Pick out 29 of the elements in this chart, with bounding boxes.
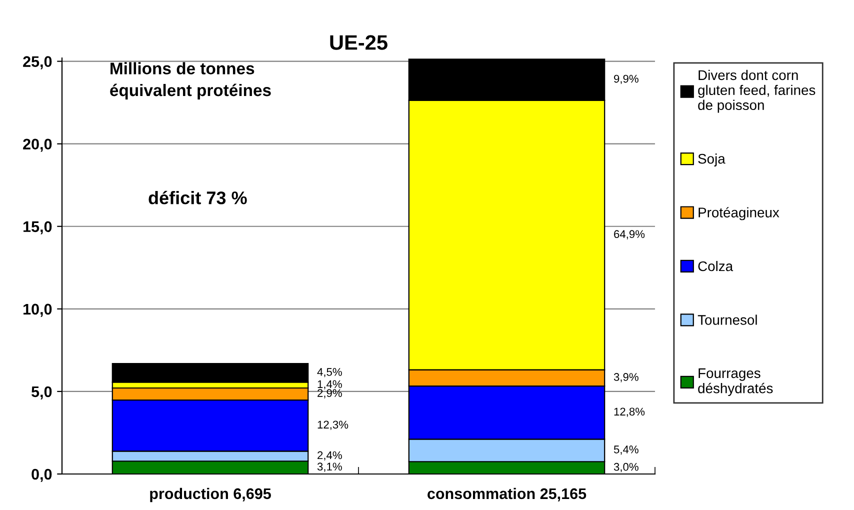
x-tick-label: production 6,695	[150, 488, 271, 502]
legend-label: Tournesol	[698, 314, 757, 325]
y-tick-label: 5,0	[32, 386, 52, 400]
annotation: 1,4%	[318, 380, 342, 390]
annotation: déficit 73 %	[148, 190, 247, 204]
annotation: 2,9%	[318, 389, 342, 398]
chart-title: UE-25	[330, 35, 388, 50]
annotation: 9,9%	[614, 74, 638, 84]
y-tick-label: 0,0	[32, 468, 52, 482]
legend-label: Soja	[698, 154, 726, 166]
annotation: 3,1%	[317, 462, 342, 472]
annotation: 5,4%	[614, 446, 638, 455]
legend-label: Colza	[698, 260, 734, 272]
annotation: 12,8%	[614, 408, 645, 417]
y-tick-label: 15,0	[24, 221, 52, 234]
annotation: 4,5%	[317, 368, 342, 378]
legend-label: Fourrages déshydratés	[698, 368, 773, 396]
annotation: 3,9%	[614, 373, 638, 382]
annotation: Millions de tonnes équivalent protéines	[110, 62, 271, 100]
x-tick-label: consommation 25,165	[428, 488, 586, 502]
y-tick-label: 20,0	[23, 138, 52, 152]
annotation: 12,3%	[318, 420, 348, 430]
y-tick-label: 10,0	[24, 304, 52, 317]
legend-label: Divers dont corn gluten feed, farines de poisson	[698, 70, 816, 113]
annotation: 64,9%	[614, 230, 645, 240]
annotation: 3,0%	[614, 462, 638, 472]
legend-label: Protéagineux	[698, 207, 780, 220]
annotation: 2,4%	[318, 451, 342, 460]
y-tick-label: 25,0	[23, 56, 52, 70]
